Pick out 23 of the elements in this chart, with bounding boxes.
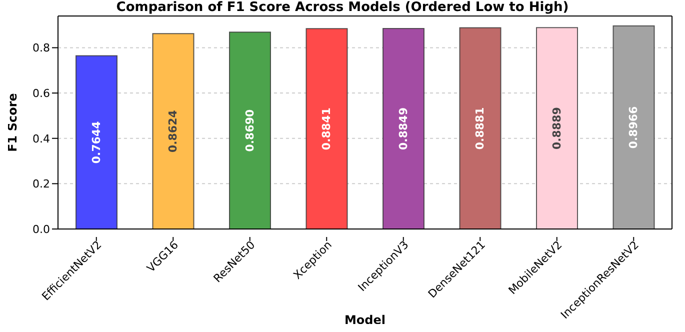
data-label: 0.8966 <box>627 106 640 149</box>
data-label: 0.7644 <box>90 120 103 164</box>
bar <box>382 28 424 229</box>
chart-title: Comparison of F1 Score Across Models (Ordered Low to High) <box>115 0 570 15</box>
y-tick-label: 0.2 <box>32 178 50 191</box>
data-label: 0.8690 <box>244 108 256 152</box>
y-tick-label: 0.0 <box>32 222 50 236</box>
bar <box>152 33 194 229</box>
data-label: 0.8849 <box>397 108 410 150</box>
bar <box>76 55 118 229</box>
bar <box>536 27 578 229</box>
bar <box>612 25 655 229</box>
data-label: 0.8624 <box>166 110 180 153</box>
data-label: 0.8841 <box>320 108 334 150</box>
y-tick-label: 0.4 <box>32 132 50 146</box>
y-tick-label: 0.8 <box>32 42 50 55</box>
x-axis-title: Model <box>344 313 386 327</box>
data-label: 0.8889 <box>550 107 564 150</box>
data-label: 0.8881 <box>474 107 487 150</box>
bar <box>306 28 348 229</box>
bar <box>229 32 271 229</box>
y-tick-label: 0.6 <box>32 86 50 100</box>
bar <box>459 27 502 229</box>
